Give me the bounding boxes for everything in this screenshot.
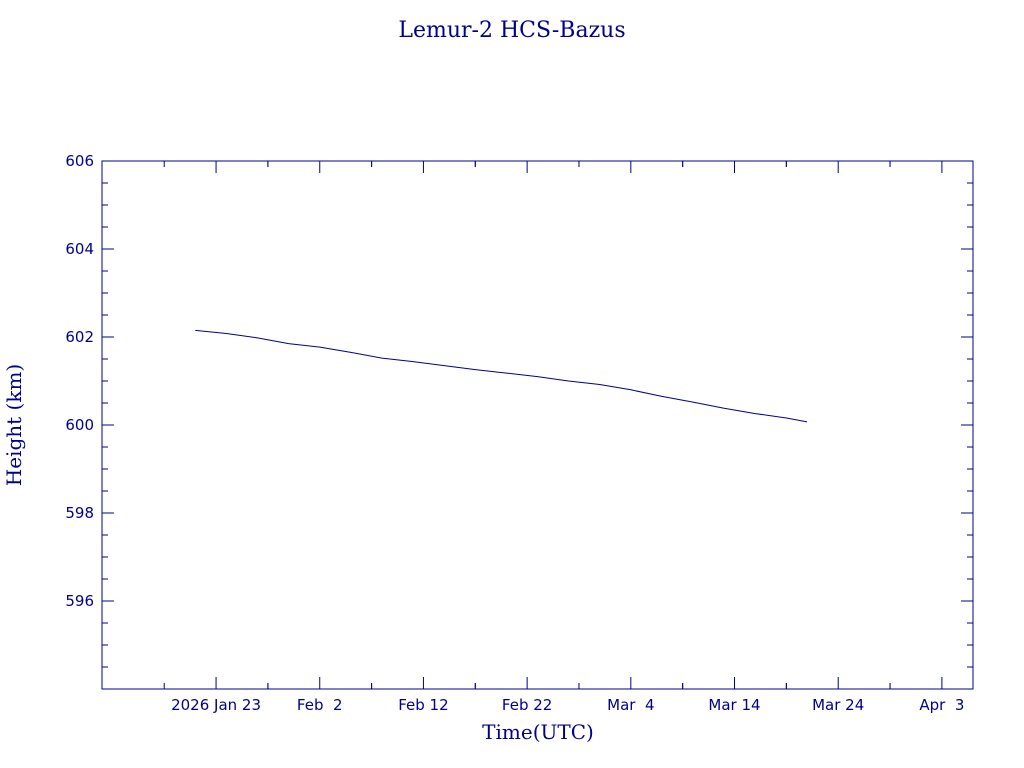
plot-frame [101, 160, 974, 690]
x-tick-label: Feb 22 [502, 696, 552, 714]
height-series-line [195, 329, 808, 423]
axis-ticks [102, 160, 973, 690]
x-tick-label: Mar 4 [607, 696, 654, 714]
x-tick-label: Feb 12 [398, 696, 448, 714]
x-tick-label: Mar 14 [708, 696, 760, 714]
y-tick-label: 604 [65, 240, 94, 258]
y-tick-label: 602 [65, 328, 94, 346]
x-tick-labels: 2026 Jan 23 Feb 2 Feb 12 Feb 22 Mar 4 Mar 14 M… [171, 696, 964, 714]
x-tick-label: Apr 3 [919, 696, 964, 714]
x-tick-label: Feb 2 [297, 696, 343, 714]
x-tick-label: Mar 24 [812, 696, 864, 714]
y-tick-label: 606 [65, 152, 94, 170]
y-tick-labels: 596 598 600 602 604 606 [65, 152, 94, 610]
y-tick-label: 600 [65, 416, 94, 434]
x-tick-label: 2026 Jan 23 [171, 696, 261, 714]
x-axis-label: Time(UTC) [482, 720, 594, 744]
y-tick-label: 598 [65, 504, 94, 522]
chart-title: Lemur-2 HCS-Bazus [398, 18, 625, 43]
y-axis-label: Height (km) [2, 364, 26, 486]
y-tick-label: 596 [65, 592, 94, 610]
